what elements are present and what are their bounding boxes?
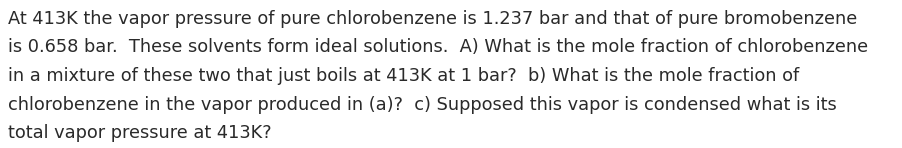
Text: At 413K the vapor pressure of pure chlorobenzene is 1.237 bar and that of pure b: At 413K the vapor pressure of pure chlor…	[8, 10, 868, 142]
